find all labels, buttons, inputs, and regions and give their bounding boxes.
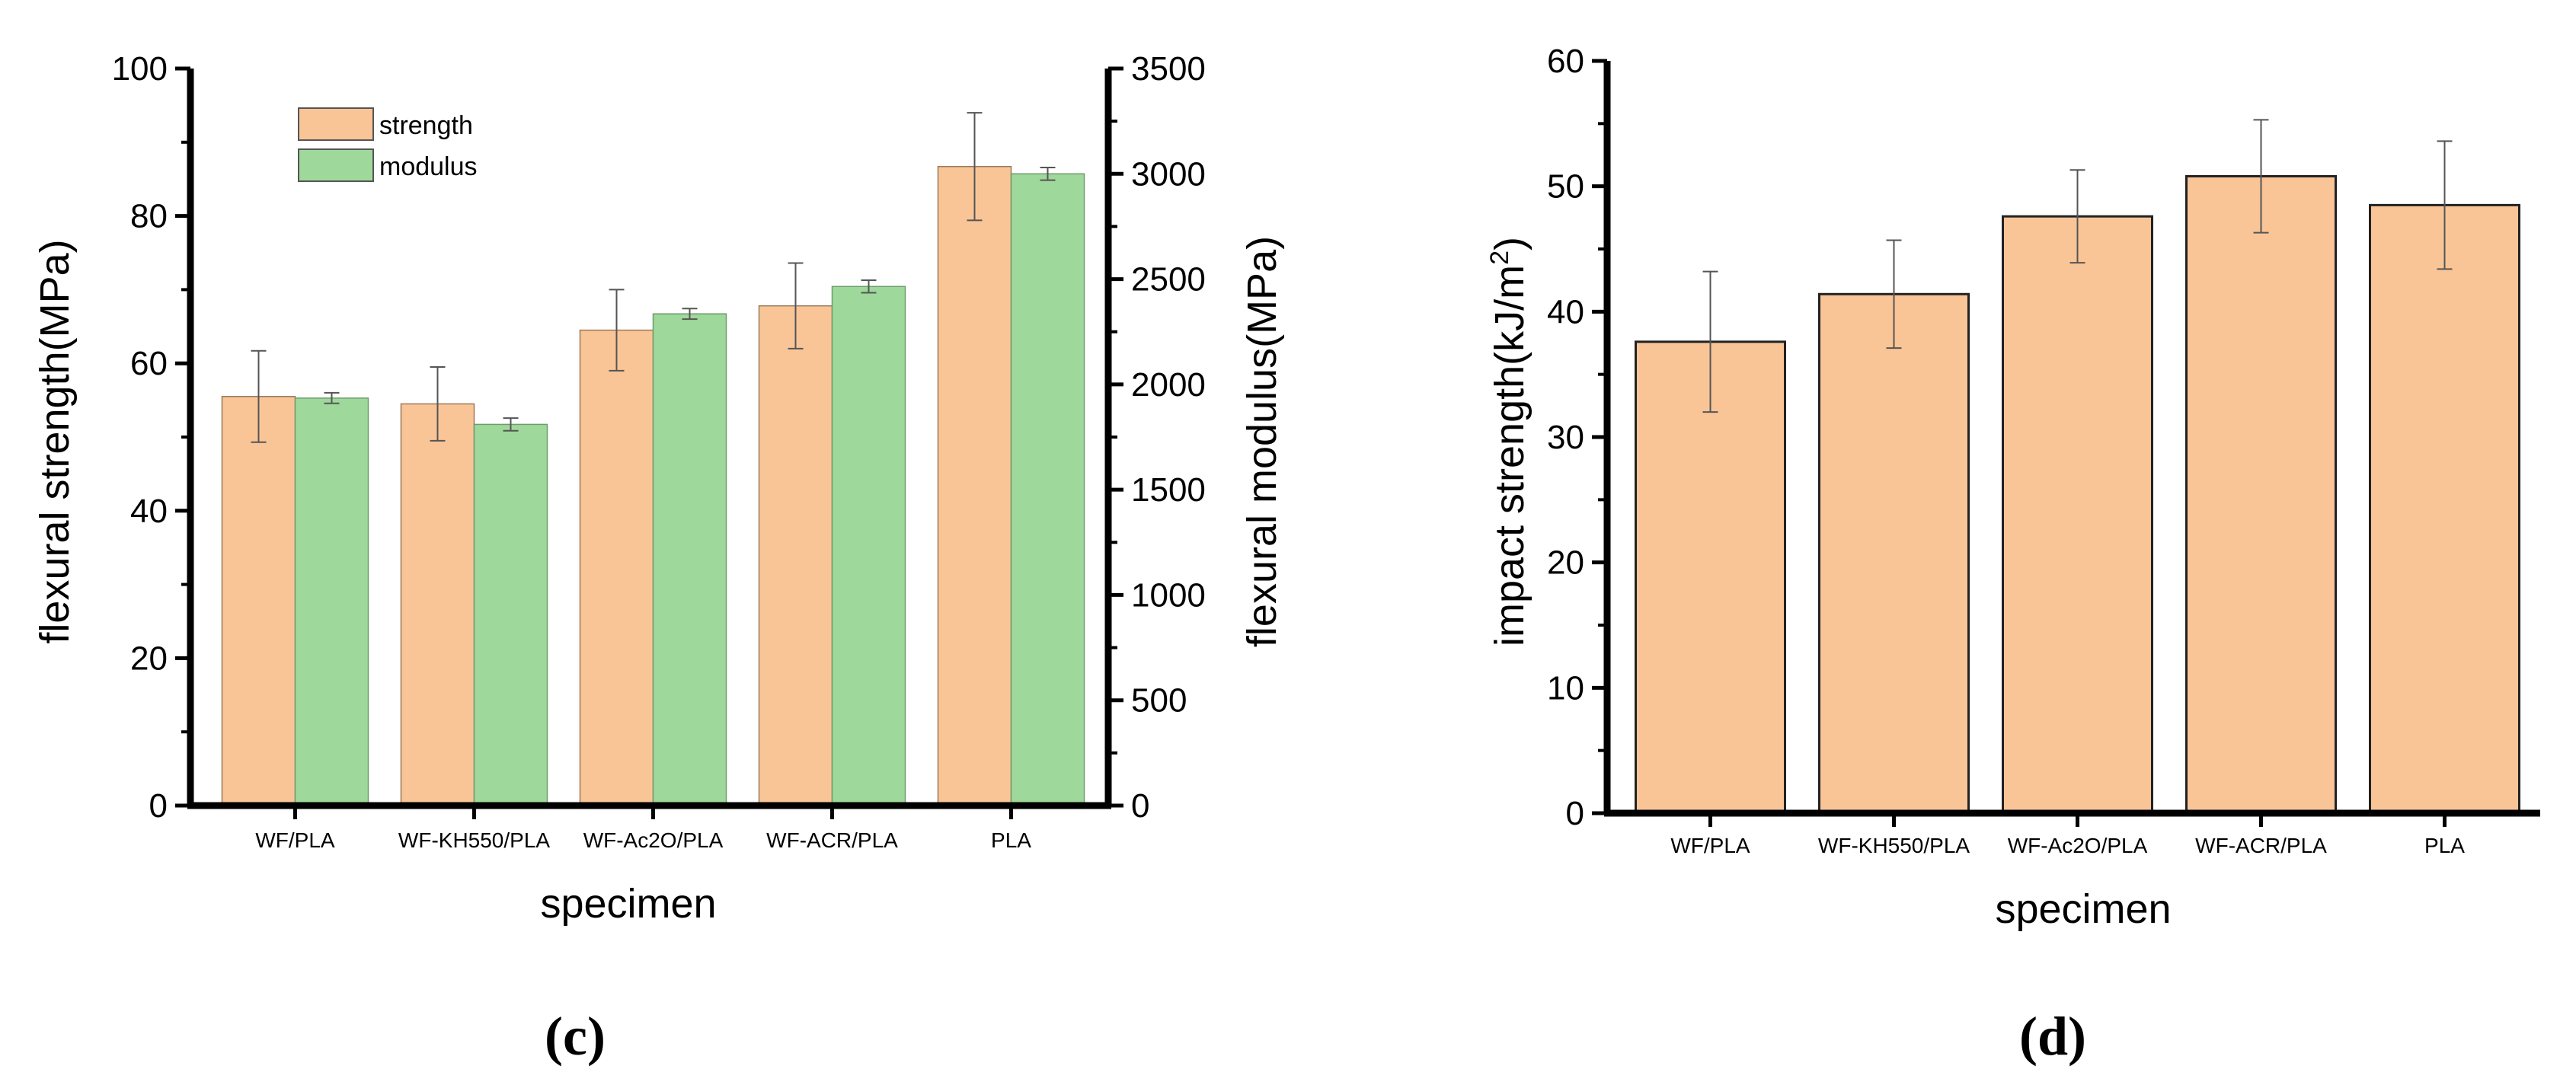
c-y-tick-label-0: 0 <box>149 787 168 825</box>
c-legend: strength modulus <box>298 107 478 182</box>
c-y2-tick-label-3000: 3000 <box>1131 155 1206 193</box>
d-bar-wf-pla <box>1635 340 1786 815</box>
c-bar-strength-wf-kh550-pla <box>400 403 475 806</box>
d-y-tick-label-20: 20 <box>1547 544 1584 582</box>
d-y-axis-title: impact strength(kJ/m2) <box>1485 237 1532 646</box>
d-y-axis-title-main: impact strength(kJ/m <box>1487 265 1532 646</box>
d-y-axis-title-end: ) <box>1487 237 1532 251</box>
d-category-label-pla: PLA <box>2424 834 2465 857</box>
d-bar-wf-ac2o-pla <box>2002 215 2153 815</box>
d-y-axis-title-sup: 2 <box>1485 251 1514 265</box>
d-category-label-wf-pla: WF/PLA <box>1670 834 1750 857</box>
d-y-tick-label-0: 0 <box>1566 795 1584 832</box>
c-y-axis-title: flexural strength(MPa) <box>32 239 78 643</box>
d-bars <box>1635 174 2520 815</box>
c-panel-label: (c) <box>545 1006 606 1067</box>
d-y-tick-label-40: 40 <box>1547 293 1584 330</box>
c-bar-strength-wf-pla <box>221 396 296 806</box>
d-y-tick-label-60: 60 <box>1547 43 1584 80</box>
c-y-tick-label-80: 80 <box>130 198 168 235</box>
c-bar-strength-wf-acr-pla <box>758 305 833 806</box>
c-category-label-wf-pla: WF/PLA <box>255 828 335 852</box>
d-x-axis-title: specimen <box>1995 886 2171 932</box>
c-bar-modulus-wf-ac2o-pla <box>652 313 727 806</box>
d-y-tick-label-50: 50 <box>1547 168 1584 206</box>
panel-c-chart: 0204060801000500100015002000250030003500… <box>32 50 1285 1067</box>
d-bar-wf-kh550-pla <box>1818 292 1970 815</box>
d-category-label-wf-acr-pla: WF-ACR/PLA <box>2195 834 2327 857</box>
c-bar-modulus-wf-kh550-pla <box>473 423 548 806</box>
c-category-labels: WF/PLA WF-KH550/PLA WF-Ac2O/PLA WF-ACR/PLA P… <box>255 828 1031 852</box>
d-error-bars <box>1702 119 2453 413</box>
c-bar-strength-pla <box>937 165 1012 806</box>
panel-d-chart: 0 10 20 30 40 50 60 WF/PLA WF-KH550/PLA WF-Ac2O/… <box>1485 43 2540 1067</box>
c-y2-tick-label-500: 500 <box>1131 682 1187 720</box>
c-category-label-wf-acr-pla: WF-ACR/PLA <box>766 828 898 852</box>
c-y2-tick-label-1500: 1500 <box>1131 471 1206 509</box>
c-y-tick-label-20: 20 <box>130 640 168 677</box>
c-y2-tick-label-3500: 3500 <box>1131 50 1206 88</box>
c-bar-strength-wf-ac2o-pla <box>579 329 654 806</box>
d-category-label-wf-kh550-pla: WF-KH550/PLA <box>1818 834 1970 857</box>
d-bar-wf-acr-pla <box>2185 174 2337 815</box>
c-y-tick-label-60: 60 <box>130 345 168 382</box>
c-legend-swatch-strength <box>298 107 374 141</box>
c-legend-label-modulus: modulus <box>379 152 478 181</box>
c-y2-tick-label-2000: 2000 <box>1131 366 1206 404</box>
c-y2-tick-label-1000: 1000 <box>1131 576 1206 614</box>
c-category-label-pla: PLA <box>991 828 1031 852</box>
d-y-tick-label-30: 30 <box>1547 419 1584 456</box>
c-y2-tick-label-2500: 2500 <box>1131 261 1206 298</box>
d-bar-pla <box>2369 203 2520 815</box>
c-y2-tick-label-0: 0 <box>1131 787 1149 825</box>
c-error-bars <box>251 112 1056 443</box>
d-ticks: 0 10 20 30 40 50 60 <box>1547 43 2447 832</box>
c-bars <box>221 165 1085 806</box>
c-category-label-wf-ac2o-pla: WF-Ac2O/PLA <box>583 828 724 852</box>
c-y-tick-label-100: 100 <box>112 50 168 88</box>
c-x-axis-title: specimen <box>540 881 716 927</box>
c-category-label-wf-kh550-pla: WF-KH550/PLA <box>398 828 550 852</box>
d-y-tick-label-10: 10 <box>1547 669 1584 707</box>
c-y-tick-label-40: 40 <box>130 493 168 530</box>
d-panel-label: (d) <box>2019 1006 2086 1067</box>
c-legend-swatch-modulus <box>298 148 374 182</box>
c-bar-modulus-wf-pla <box>294 397 369 806</box>
c-bar-modulus-wf-acr-pla <box>831 286 906 806</box>
d-category-label-wf-ac2o-pla: WF-Ac2O/PLA <box>2008 834 2148 857</box>
c-bar-modulus-pla <box>1010 173 1085 806</box>
c-y2-axis-title: flexural modulus(MPa) <box>1239 236 1285 647</box>
d-category-labels: WF/PLA WF-KH550/PLA WF-Ac2O/PLA WF-ACR/PLA P… <box>1670 834 2465 857</box>
c-legend-label-strength: strength <box>379 111 473 140</box>
